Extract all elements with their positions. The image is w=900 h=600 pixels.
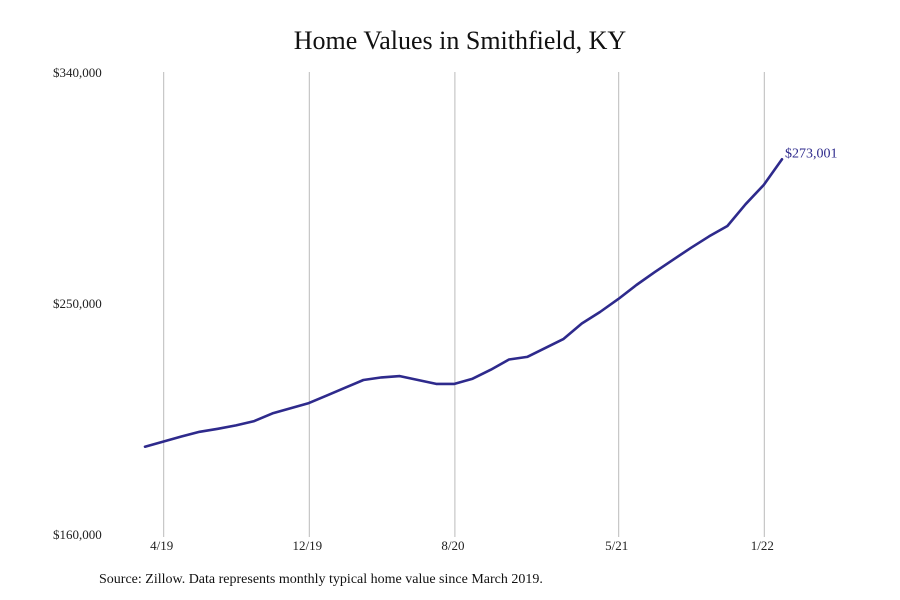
x-tick-label: 12/19 (292, 538, 322, 553)
x-tick-label: 8/20 (441, 538, 464, 553)
end-value-label: $273,001 (785, 146, 838, 161)
y-tick-label: $160,000 (53, 527, 102, 542)
chart-title: Home Values in Smithfield, KY (293, 26, 627, 55)
x-tick-label: 4/19 (150, 538, 173, 553)
x-axis: 4/19 12/19 8/20 5/21 1/22 (150, 538, 774, 553)
series-group (143, 158, 784, 449)
y-tick-label: $340,000 (53, 65, 102, 80)
y-tick-label: $250,000 (53, 296, 102, 311)
data-labels: $273,001 (785, 146, 838, 161)
series-line (143, 158, 784, 449)
source-note: Source: Zillow. Data represents monthly … (99, 572, 543, 587)
x-tick-label: 1/22 (751, 538, 774, 553)
x-tick-label: 5/21 (605, 538, 628, 553)
gridlines (163, 72, 765, 537)
y-axis: $160,000 $250,000 $340,000 (53, 65, 102, 542)
